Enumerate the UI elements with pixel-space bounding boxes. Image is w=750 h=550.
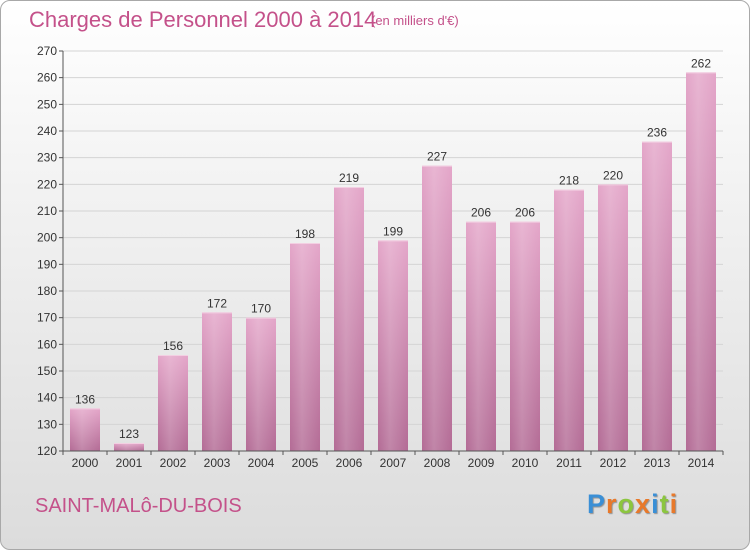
data-label: 123 [119, 427, 139, 441]
x-tick-label: 2006 [336, 456, 363, 470]
data-label: 262 [691, 56, 711, 70]
data-label: 220 [603, 168, 623, 182]
y-tick-label: 270 [37, 44, 57, 58]
bar-highlight [598, 184, 628, 452]
chart-title: Charges de Personnel 2000 à 2014 [29, 7, 377, 32]
x-tick-label: 2000 [72, 456, 99, 470]
y-tick-label: 210 [37, 204, 57, 218]
x-tick-label: 2011 [556, 456, 582, 470]
x-tick-label: 2012 [600, 456, 627, 470]
y-tick-label: 230 [37, 151, 57, 165]
y-tick-label: 160 [37, 337, 57, 351]
x-tick-label: 2013 [644, 456, 671, 470]
y-tick-label: 180 [37, 284, 57, 298]
commune-name: SAINT-MALô-DU-BOIS [35, 495, 242, 517]
bar-highlight [114, 443, 144, 451]
x-tick-label: 2001 [116, 456, 143, 470]
data-label: 170 [251, 302, 271, 316]
data-labels: 136 123 156 172 170 198 219 199 227 206 206 218 220 2… [75, 56, 711, 441]
brand-letter: i [669, 489, 679, 519]
bar-highlight [158, 355, 188, 451]
data-label: 219 [339, 171, 359, 185]
x-tick-label: 2009 [468, 456, 495, 470]
data-label: 206 [515, 206, 535, 220]
bar-highlight [510, 221, 540, 451]
y-tick-label: 200 [37, 231, 57, 245]
brand-letter: o [617, 489, 636, 519]
bar-highlight [202, 312, 232, 451]
x-tick-label: 2005 [292, 456, 319, 470]
data-label: 227 [427, 150, 447, 164]
data-label: 206 [471, 206, 491, 220]
brand-letter: r [606, 489, 618, 519]
y-tick-label: 250 [37, 97, 57, 111]
data-label: 198 [295, 227, 315, 241]
brand-letter: x [635, 489, 652, 519]
data-label: 236 [647, 126, 667, 140]
data-label: 218 [559, 174, 579, 188]
x-tick-label: 2010 [512, 456, 539, 470]
y-tick-label: 170 [37, 311, 57, 325]
x-tick-label: 2014 [688, 456, 715, 470]
bar-highlight [70, 408, 100, 451]
brand-letter: i [651, 489, 660, 519]
y-tick-label: 220 [37, 177, 57, 191]
bar-highlight [466, 221, 496, 451]
y-tick-label: 120 [37, 444, 57, 458]
y-tick-label: 190 [37, 257, 57, 271]
bar-highlight [686, 72, 716, 451]
brand-letter: P [587, 489, 607, 519]
data-label: 156 [163, 339, 183, 353]
bars [70, 72, 716, 452]
x-tick-label: 2004 [248, 456, 275, 470]
x-tick-label: 2007 [380, 456, 407, 470]
y-tick-label: 150 [37, 364, 57, 378]
bar-highlight [246, 317, 276, 451]
x-tick-label: 2003 [204, 456, 231, 470]
bar-highlight [334, 187, 364, 451]
y-tick-label: 140 [37, 391, 57, 405]
x-tick-label: 2008 [424, 456, 451, 470]
data-label: 172 [207, 296, 227, 310]
axes: 120 130 140 150 160 170 180 190 200 210 220 230 240 2… [37, 44, 724, 470]
bar-highlight [554, 189, 584, 451]
data-label: 199 [383, 224, 403, 238]
y-tick-label: 260 [37, 71, 57, 85]
brand-logo: Proxiti [587, 489, 678, 520]
y-tick-label: 130 [37, 417, 57, 431]
data-label: 136 [75, 392, 95, 406]
bar-highlight [290, 243, 320, 451]
bar-highlight [378, 240, 408, 451]
bar-highlight [422, 165, 452, 451]
x-tick-label: 2002 [160, 456, 187, 470]
bar-highlight [642, 141, 672, 451]
brand-letter: t [659, 489, 670, 519]
y-tick-label: 240 [37, 124, 57, 138]
chart-subtitle: (en milliers d'€) [371, 13, 459, 28]
